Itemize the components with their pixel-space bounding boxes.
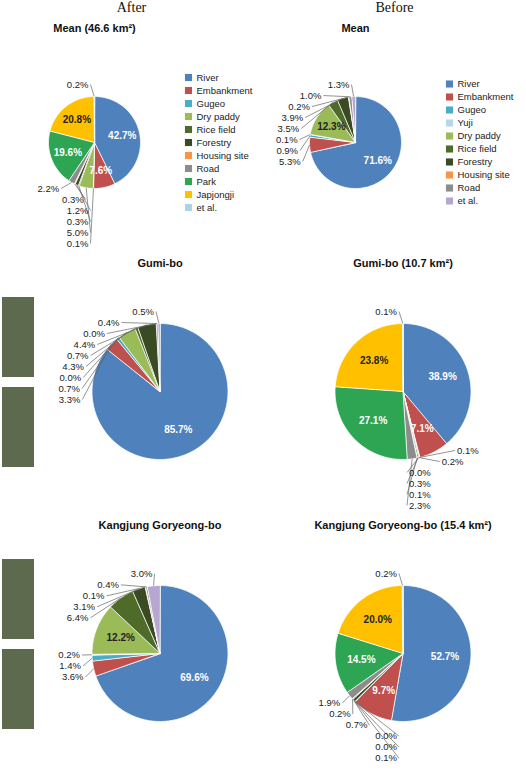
svg-text:0.2%: 0.2% — [288, 101, 310, 112]
svg-text:38.9%: 38.9% — [428, 371, 456, 382]
svg-text:69.6%: 69.6% — [180, 672, 208, 683]
svg-text:0.9%: 0.9% — [276, 145, 298, 156]
svg-text:Kangjung Goryeong-bo (15.4 km²: Kangjung Goryeong-bo (15.4 km²) — [314, 519, 492, 531]
svg-text:Mean: Mean — [341, 22, 369, 34]
svg-text:Rice field: Rice field — [458, 143, 497, 154]
svg-text:Gumi-bo: Gumi-bo — [137, 257, 182, 269]
svg-text:0.1%: 0.1% — [83, 590, 105, 601]
svg-text:0.3%: 0.3% — [409, 478, 431, 489]
svg-text:0.0%: 0.0% — [83, 328, 105, 339]
svg-text:42.7%: 42.7% — [108, 130, 136, 141]
svg-text:1.4%: 1.4% — [59, 660, 81, 671]
svg-text:Forestry: Forestry — [197, 137, 232, 148]
html-text:After: After — [116, 0, 147, 15]
svg-text:Mean (46.6 km²): Mean (46.6 km²) — [53, 22, 136, 34]
svg-text:3.3%: 3.3% — [59, 394, 81, 405]
svg-text:0.0%: 0.0% — [375, 730, 397, 741]
svg-text:Dry paddy: Dry paddy — [197, 111, 241, 122]
svg-text:0.7%: 0.7% — [346, 719, 368, 730]
svg-text:0.1%: 0.1% — [276, 134, 298, 145]
svg-text:0.2%: 0.2% — [442, 456, 464, 467]
svg-text:3.1%: 3.1% — [73, 601, 95, 612]
svg-text:52.7%: 52.7% — [431, 651, 459, 662]
svg-text:0.0%: 0.0% — [375, 741, 397, 752]
svg-text:0.2%: 0.2% — [329, 708, 351, 719]
svg-text:River: River — [458, 78, 480, 89]
svg-text:14.5%: 14.5% — [347, 654, 375, 665]
svg-text:3.6%: 3.6% — [62, 671, 84, 682]
svg-text:0.1%: 0.1% — [457, 445, 479, 456]
svg-text:2.2%: 2.2% — [38, 183, 60, 194]
svg-text:River: River — [197, 72, 219, 83]
svg-text:7.1%: 7.1% — [411, 423, 434, 434]
html-text:Before: Before — [375, 0, 414, 15]
svg-text:9.7%: 9.7% — [372, 685, 395, 696]
svg-text:0.4%: 0.4% — [98, 317, 120, 328]
svg-text:0.3%: 0.3% — [67, 216, 89, 227]
svg-text:4.4%: 4.4% — [74, 339, 96, 350]
svg-text:0.1%: 0.1% — [67, 238, 89, 249]
svg-text:0.2%: 0.2% — [375, 568, 397, 579]
svg-text:et al.: et al. — [197, 202, 218, 213]
svg-text:4.3%: 4.3% — [62, 361, 84, 372]
svg-text:0.1%: 0.1% — [375, 306, 397, 317]
svg-text:3.9%: 3.9% — [281, 112, 303, 123]
svg-text:Gugeo: Gugeo — [458, 104, 487, 115]
svg-text:3.5%: 3.5% — [278, 123, 300, 134]
svg-text:20.8%: 20.8% — [63, 114, 91, 125]
svg-text:0.5%: 0.5% — [132, 306, 154, 317]
svg-text:19.6%: 19.6% — [54, 147, 82, 158]
svg-text:27.1%: 27.1% — [359, 415, 387, 426]
svg-text:85.7%: 85.7% — [164, 424, 192, 435]
svg-text:Road: Road — [458, 182, 481, 193]
svg-text:12.3%: 12.3% — [317, 121, 345, 132]
svg-text:0.7%: 0.7% — [58, 383, 80, 394]
svg-text:5.0%: 5.0% — [67, 227, 89, 238]
svg-text:0.2%: 0.2% — [58, 649, 80, 660]
svg-text:0.1%: 0.1% — [409, 489, 431, 500]
svg-text:0.4%: 0.4% — [97, 579, 119, 590]
svg-text:7.6%: 7.6% — [89, 165, 112, 176]
svg-text:Kangjung Goryeong-bo: Kangjung Goryeong-bo — [99, 519, 222, 531]
svg-text:Yuji: Yuji — [458, 117, 473, 128]
svg-text:71.6%: 71.6% — [364, 155, 392, 166]
svg-text:Park: Park — [197, 176, 217, 187]
svg-text:Housing site: Housing site — [197, 150, 249, 161]
svg-text:12.2%: 12.2% — [107, 632, 135, 643]
svg-text:Forestry: Forestry — [458, 156, 493, 167]
svg-text:0.0%: 0.0% — [409, 467, 431, 478]
svg-text:Embankment: Embankment — [197, 85, 253, 96]
svg-text:Japjongji: Japjongji — [197, 189, 235, 200]
svg-text:1.9%: 1.9% — [319, 697, 341, 708]
svg-text:3.0%: 3.0% — [131, 568, 153, 579]
svg-text:1.2%: 1.2% — [67, 205, 89, 216]
svg-text:1.0%: 1.0% — [300, 90, 322, 101]
svg-text:0.2%: 0.2% — [67, 79, 89, 90]
svg-text:Gumi-bo (10.7 km²): Gumi-bo (10.7 km²) — [353, 257, 453, 269]
svg-text:0.3%: 0.3% — [62, 194, 84, 205]
svg-text:Road: Road — [197, 163, 220, 174]
svg-text:5.3%: 5.3% — [279, 156, 301, 167]
svg-text:20.0%: 20.0% — [364, 614, 392, 625]
svg-text:6.4%: 6.4% — [67, 612, 89, 623]
svg-text:Rice field: Rice field — [197, 124, 236, 135]
svg-text:Gugeo: Gugeo — [197, 98, 226, 109]
svg-text:Housing site: Housing site — [458, 169, 510, 180]
svg-text:23.8%: 23.8% — [360, 355, 388, 366]
svg-text:0.7%: 0.7% — [67, 350, 89, 361]
svg-text:Dry paddy: Dry paddy — [458, 130, 502, 141]
svg-text:Embankment: Embankment — [458, 91, 514, 102]
svg-text:et al.: et al. — [458, 195, 479, 206]
svg-text:2.3%: 2.3% — [409, 500, 431, 511]
svg-text:0.1%: 0.1% — [375, 752, 397, 763]
svg-text:0.0%: 0.0% — [60, 372, 82, 383]
svg-text:1.3%: 1.3% — [328, 79, 350, 90]
